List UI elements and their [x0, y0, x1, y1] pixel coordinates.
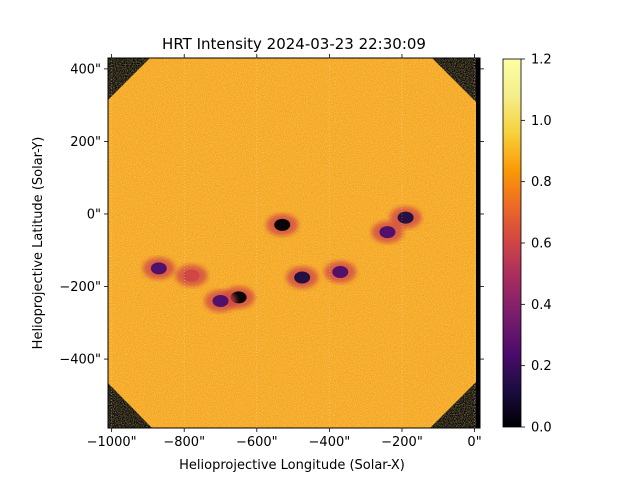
- y-tick-label: −400": [59, 353, 101, 368]
- x-tick-label: −1000": [87, 435, 137, 450]
- colorbar-tick-label: 0.2: [531, 359, 552, 374]
- x-tick-label: 0": [467, 435, 481, 450]
- feature-core-pore-far-east: [150, 262, 167, 275]
- colorbar-tick-label: 0.0: [531, 421, 552, 436]
- x-axis-label: Helioprojective Longitude (Solar-X): [179, 458, 405, 473]
- chart-title: HRT Intensity 2024-03-23 22:30:09: [162, 35, 426, 53]
- feature-core-sunspot-main-west: [274, 218, 291, 231]
- colorbar-tick-label: 0.6: [531, 237, 552, 252]
- y-tick-label: 400": [70, 62, 101, 77]
- y-axis: 400" 200" 0" −200" −400": [59, 62, 484, 368]
- y-tick-label: 0": [87, 207, 101, 222]
- feature-core-sunspot-mid-1: [294, 271, 311, 284]
- feature-core-plage-east: [183, 269, 200, 282]
- y-tick-label: 200": [70, 135, 101, 150]
- colorbar-axis: 0.0 0.2 0.4 0.6 0.8 1.0 1.2: [521, 53, 552, 436]
- colorbar-tick-label: 1.0: [531, 114, 552, 129]
- x-tick-label: −400": [309, 435, 351, 450]
- y-axis-label: Helioprojective Latitude (Solar-Y): [31, 137, 46, 350]
- x-tick-label: −200": [381, 435, 423, 450]
- colorbar-tick-label: 1.2: [531, 53, 552, 68]
- x-tick-label: −600": [236, 435, 278, 450]
- feature-core-sunspot-mid-2: [332, 266, 349, 279]
- plot-area: [108, 58, 480, 428]
- colorbar-tick-label: 0.4: [531, 298, 552, 313]
- x-axis: −1000" −800" −600" −400" −200" 0": [87, 54, 482, 450]
- active-region-features: [142, 206, 422, 313]
- feature-core-sunspot-far-west-2: [379, 226, 396, 239]
- x-tick-label: −800": [163, 435, 205, 450]
- colorbar: [502, 58, 522, 428]
- feature-core-sunspot-east-2: [212, 295, 229, 308]
- y-tick-label: −200": [59, 280, 101, 295]
- feature-core-sunspot-far-west-1: [397, 211, 414, 224]
- colorbar-tick-label: 0.8: [531, 175, 552, 190]
- plot-frame: [107, 57, 481, 429]
